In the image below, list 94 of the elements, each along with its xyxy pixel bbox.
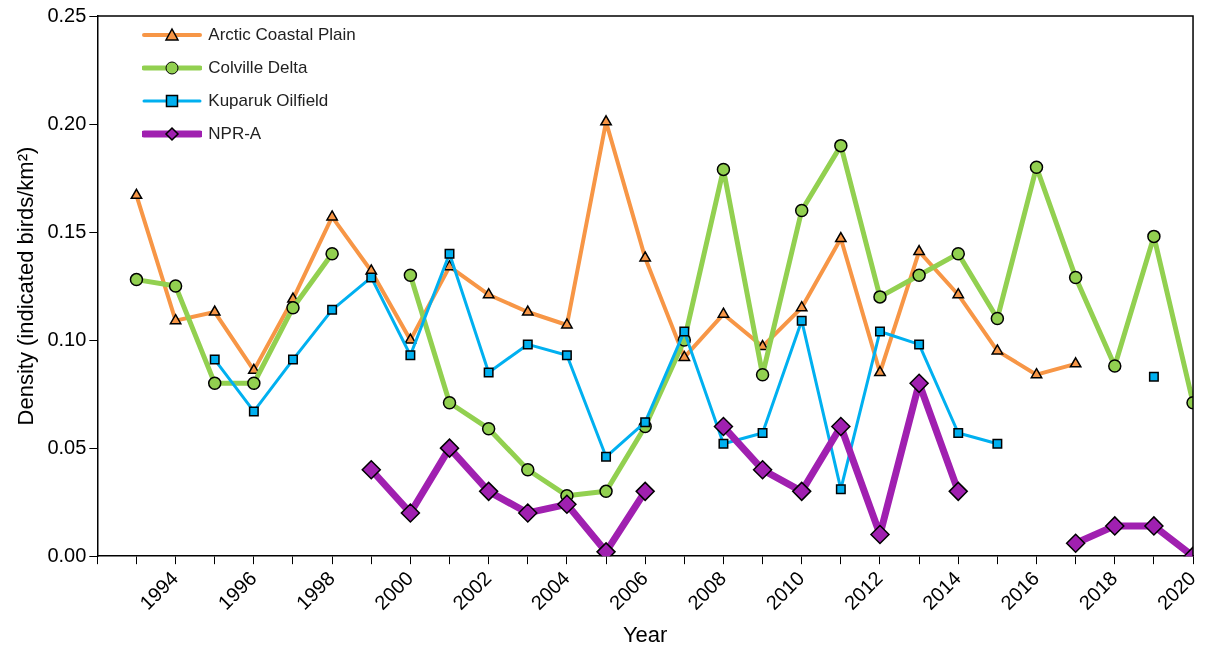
point (718, 438, 729, 449)
point (168, 279, 183, 293)
point (835, 484, 846, 495)
y-tick-label: 0.10 (47, 327, 87, 350)
point (599, 484, 613, 499)
point (795, 300, 808, 312)
point (400, 503, 421, 523)
point (169, 313, 182, 325)
x-axis-title: Year (622, 621, 668, 647)
point (834, 138, 848, 153)
point (796, 315, 807, 326)
point (600, 115, 612, 126)
y-axis-title: Density (indicated birds/km²) (13, 146, 39, 426)
point (874, 365, 886, 377)
point (948, 481, 968, 502)
legend-label: NPR-A (208, 123, 262, 144)
point (327, 304, 338, 315)
point (442, 396, 457, 410)
point (326, 210, 339, 221)
point (288, 354, 298, 365)
point (1068, 270, 1083, 285)
point (912, 268, 926, 283)
point (404, 333, 417, 344)
point (1148, 371, 1159, 382)
point (679, 326, 690, 337)
point (914, 339, 925, 350)
point (521, 305, 534, 316)
y-tick-label: 0.00 (47, 543, 87, 566)
y-tick-label: 0.15 (47, 219, 87, 242)
point (991, 344, 1004, 355)
point (207, 376, 222, 391)
point (439, 438, 460, 458)
point (444, 248, 455, 259)
point (1069, 357, 1082, 368)
point (405, 350, 416, 361)
point (481, 421, 496, 436)
point (639, 251, 652, 262)
point (635, 481, 655, 502)
point (953, 428, 964, 438)
point (247, 376, 261, 391)
point (482, 287, 495, 299)
legend-label: Kuparuk Oilfield (208, 90, 329, 111)
point (752, 459, 773, 480)
point (913, 244, 926, 256)
point (678, 350, 691, 362)
point (557, 494, 577, 515)
point (952, 287, 965, 299)
legend-label: Arctic Coastal Plain (208, 24, 356, 45)
point (130, 188, 143, 200)
point (640, 417, 651, 428)
point (361, 459, 381, 480)
point (870, 524, 890, 545)
point (717, 307, 730, 318)
point (1030, 367, 1043, 379)
point (209, 354, 220, 365)
point (518, 503, 538, 523)
point (1029, 160, 1044, 174)
point (403, 268, 418, 283)
legend-label: Colville Delta (208, 57, 308, 78)
point (990, 311, 1005, 326)
point (483, 367, 494, 378)
point (129, 272, 144, 287)
point (1108, 359, 1122, 373)
point (561, 350, 572, 361)
point (1065, 533, 1086, 553)
y-tick-label: 0.05 (47, 435, 87, 458)
point (560, 318, 573, 329)
point (791, 481, 812, 502)
point (208, 305, 221, 316)
point (834, 231, 847, 243)
point (1144, 516, 1164, 536)
point (601, 451, 612, 462)
point (522, 339, 533, 350)
point (478, 481, 499, 502)
point (286, 300, 300, 315)
y-tick-label: 0.20 (47, 111, 87, 134)
point (951, 246, 965, 261)
point (1147, 229, 1161, 244)
y-tick-label: 0.25 (47, 3, 87, 26)
point (325, 246, 339, 261)
point (248, 406, 259, 417)
point (755, 367, 770, 382)
point (521, 462, 535, 477)
point (992, 438, 1003, 449)
point (873, 290, 887, 304)
point (1105, 516, 1125, 536)
point (366, 272, 377, 283)
point (757, 428, 768, 438)
point (713, 416, 734, 437)
point (831, 416, 851, 437)
point (716, 162, 731, 177)
point (794, 203, 809, 218)
point (874, 326, 885, 337)
point (909, 373, 929, 394)
